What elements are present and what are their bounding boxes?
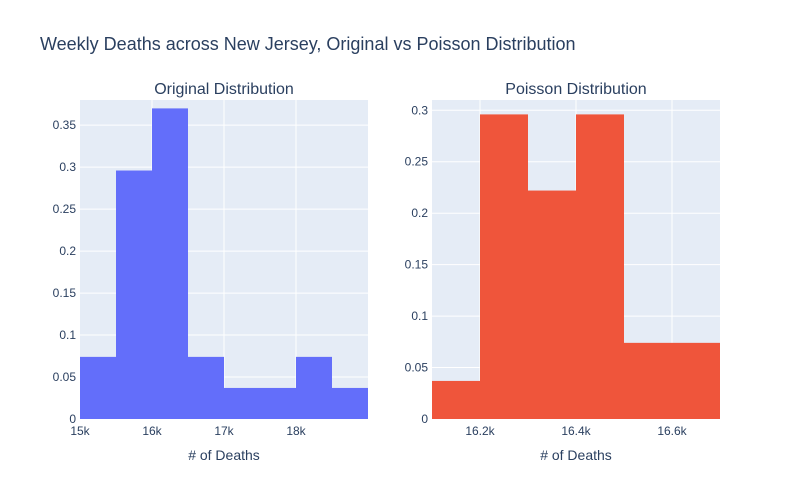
y-tick-label: 0.3 bbox=[59, 160, 76, 174]
histogram-bar-5[interactable] bbox=[624, 342, 720, 419]
y-tick-label: 0.1 bbox=[411, 309, 428, 323]
histogram-bar-5[interactable] bbox=[224, 387, 260, 419]
x-axis-title: # of Deaths bbox=[540, 447, 612, 463]
y-tick-label: 0.25 bbox=[53, 202, 77, 216]
chart-title: Weekly Deaths across New Jersey, Origina… bbox=[40, 34, 576, 54]
histogram-bar-1[interactable] bbox=[80, 356, 116, 419]
histogram-bar-4[interactable] bbox=[576, 114, 624, 420]
subplot-title: Poisson Distribution bbox=[505, 81, 646, 98]
histogram-bar-6[interactable] bbox=[260, 387, 296, 419]
y-tick-label: 0 bbox=[421, 412, 428, 426]
histogram-bar-4[interactable] bbox=[188, 356, 224, 419]
y-tick-label: 0.05 bbox=[53, 370, 77, 384]
y-tick-label: 0.1 bbox=[59, 328, 76, 342]
x-tick-label: 16.2k bbox=[465, 424, 495, 438]
y-tick-label: 0.2 bbox=[59, 244, 76, 258]
histogram-bar-2[interactable] bbox=[480, 114, 528, 420]
y-tick-label: 0.05 bbox=[405, 361, 429, 375]
histogram-bar-3[interactable] bbox=[152, 108, 188, 419]
y-tick-label: 0 bbox=[69, 412, 76, 426]
y-tick-label: 0.25 bbox=[405, 155, 429, 169]
y-tick-label: 0.15 bbox=[53, 286, 77, 300]
x-tick-label: 18k bbox=[286, 424, 306, 438]
y-tick-label: 0.3 bbox=[411, 103, 428, 117]
y-tick-label: 0.15 bbox=[405, 258, 429, 272]
histogram-bar-3[interactable] bbox=[528, 190, 576, 419]
y-tick-label: 0.35 bbox=[53, 118, 77, 132]
subplot-title: Original Distribution bbox=[154, 81, 294, 98]
histogram-bar-7[interactable] bbox=[296, 356, 332, 419]
x-tick-label: 15k bbox=[70, 424, 90, 438]
histogram-bar-2[interactable] bbox=[116, 170, 152, 419]
x-axis-title: # of Deaths bbox=[188, 447, 260, 463]
poisson-distribution-panel: 0 0.05 0.1 0.15 0.2 0.25 0.3 16.2k 16.4k 16.6k Poi… bbox=[405, 81, 720, 463]
y-tick-label: 0.2 bbox=[411, 206, 428, 220]
histogram-bar-8[interactable] bbox=[332, 387, 368, 419]
histogram-bar-1[interactable] bbox=[432, 380, 480, 419]
x-tick-label: 16.4k bbox=[561, 424, 591, 438]
original-distribution-panel: 0 0.05 0.1 0.15 0.2 0.25 0.3 0.35 15k 16k 17k 18k Or… bbox=[53, 81, 368, 463]
x-tick-label: 17k bbox=[214, 424, 234, 438]
x-tick-label: 16.6k bbox=[657, 424, 687, 438]
x-tick-label: 16k bbox=[142, 424, 162, 438]
